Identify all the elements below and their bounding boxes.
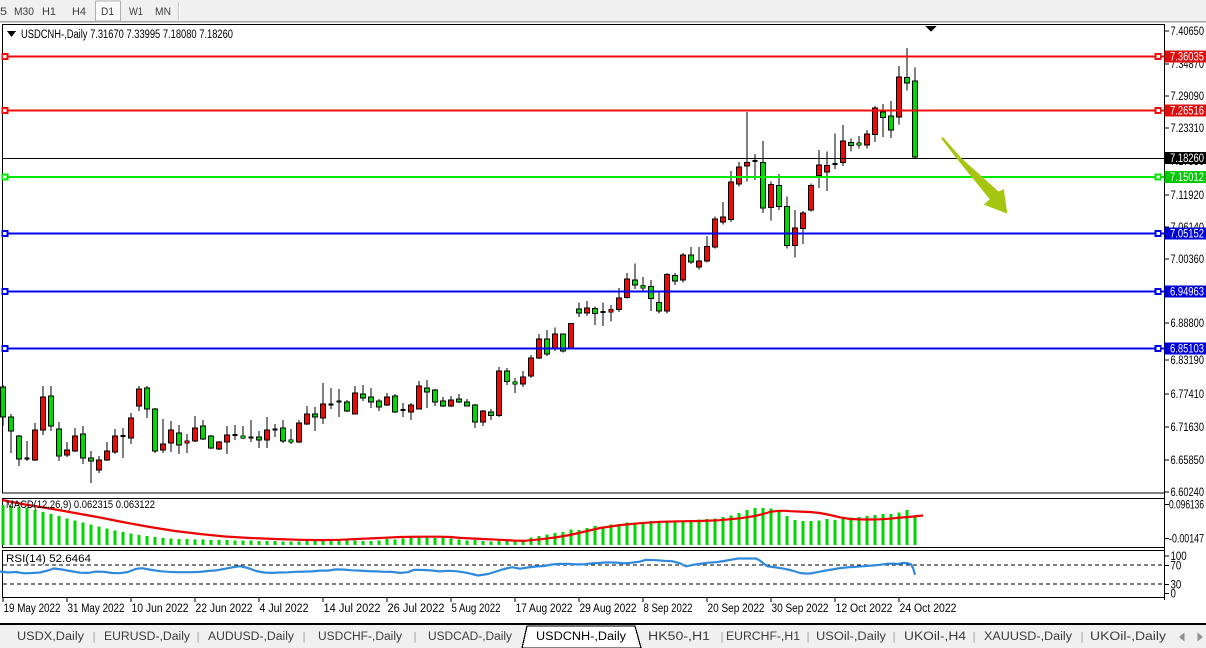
svg-text:H1: H1	[42, 6, 56, 18]
svg-text:7.40650: 7.40650	[1171, 26, 1205, 38]
svg-text:31 May 2022: 31 May 2022	[68, 603, 125, 615]
svg-text:100: 100	[1171, 551, 1187, 563]
svg-text:UKOil-,Daily: UKOil-,Daily	[1090, 631, 1166, 643]
svg-text:EURCHF-,H1: EURCHF-,H1	[726, 631, 800, 643]
svg-text:H4: H4	[72, 6, 86, 18]
svg-text:7.23310: 7.23310	[1171, 123, 1205, 135]
svg-text:7.29090: 7.29090	[1171, 91, 1205, 103]
svg-text:|: |	[93, 631, 96, 643]
svg-text:6.60240: 6.60240	[1171, 487, 1205, 499]
svg-text:7.36035: 7.36035	[1170, 52, 1204, 64]
svg-text:USDCAD-,Daily: USDCAD-,Daily	[428, 631, 512, 643]
svg-text:5: 5	[0, 6, 7, 18]
svg-text:USDCNH-,Daily 7.31670 7.33995: USDCNH-,Daily 7.31670 7.33995 7.18080 7.…	[21, 29, 233, 41]
svg-text:W1: W1	[129, 6, 143, 18]
svg-text:|: |	[973, 631, 976, 643]
svg-text:12 Oct 2022: 12 Oct 2022	[836, 603, 893, 615]
svg-text:0: 0	[1171, 589, 1176, 601]
svg-text:7.18260: 7.18260	[1170, 153, 1204, 165]
svg-text:MACD(12,26,9) 0.062315 0.06312: MACD(12,26,9) 0.062315 0.063122	[6, 499, 155, 511]
svg-text:0.096136: 0.096136	[1169, 500, 1204, 512]
svg-text:20 Sep 2022: 20 Sep 2022	[708, 603, 765, 615]
svg-text:|: |	[893, 631, 896, 643]
svg-text:6.77410: 6.77410	[1171, 389, 1205, 401]
svg-text:M30: M30	[14, 6, 34, 18]
svg-text:26 Jul 2022: 26 Jul 2022	[388, 603, 445, 615]
svg-text:10 Jun 2022: 10 Jun 2022	[132, 603, 189, 615]
svg-text:UKOil-,H4: UKOil-,H4	[904, 631, 967, 643]
svg-text:-0.00147: -0.00147	[1169, 534, 1204, 546]
svg-text:29 Aug 2022: 29 Aug 2022	[580, 603, 637, 615]
svg-text:USDX,Daily: USDX,Daily	[17, 631, 84, 643]
svg-text:EURUSD-,Daily: EURUSD-,Daily	[104, 631, 190, 643]
svg-text:AUDUSD-,Daily: AUDUSD-,Daily	[208, 631, 294, 643]
svg-text:|: |	[1081, 631, 1084, 643]
svg-text:6.94963: 6.94963	[1170, 287, 1204, 299]
svg-text:USDCNH-,Daily: USDCNH-,Daily	[536, 631, 626, 643]
svg-text:30 Sep 2022: 30 Sep 2022	[772, 603, 829, 615]
svg-text:6.85103: 6.85103	[1170, 344, 1204, 356]
svg-text:MN: MN	[155, 6, 171, 18]
svg-text:XAUUSD-,Daily: XAUUSD-,Daily	[984, 631, 1072, 643]
svg-text:7.15012: 7.15012	[1170, 172, 1204, 184]
svg-text:6.83190: 6.83190	[1171, 355, 1205, 367]
svg-text:30: 30	[1171, 580, 1182, 592]
svg-text:|: |	[197, 631, 200, 643]
svg-text:8 Sep 2022: 8 Sep 2022	[644, 603, 693, 615]
svg-text:7.11920: 7.11920	[1171, 190, 1205, 202]
svg-text:|: |	[807, 631, 810, 643]
svg-text:7.26516: 7.26516	[1170, 106, 1204, 118]
svg-text:6.65850: 6.65850	[1171, 455, 1205, 467]
svg-text:14 Jul 2022: 14 Jul 2022	[324, 603, 381, 615]
svg-text:19 May 2022: 19 May 2022	[4, 603, 61, 615]
svg-text:USDCHF-,Daily: USDCHF-,Daily	[318, 631, 402, 643]
svg-text:USOil-,Daily: USOil-,Daily	[816, 631, 886, 643]
svg-text:|: |	[303, 631, 306, 643]
svg-text:7.05152: 7.05152	[1170, 229, 1204, 241]
svg-text:24 Oct 2022: 24 Oct 2022	[900, 603, 957, 615]
svg-text:4 Jul 2022: 4 Jul 2022	[260, 603, 309, 615]
svg-text:6.88800: 6.88800	[1171, 318, 1205, 330]
svg-text:22 Jun 2022: 22 Jun 2022	[196, 603, 253, 615]
svg-text:RSI(14) 52.6464: RSI(14) 52.6464	[6, 553, 91, 565]
svg-text:17 Aug 2022: 17 Aug 2022	[516, 603, 573, 615]
svg-text:6.71630: 6.71630	[1171, 422, 1205, 434]
svg-text:|: |	[414, 631, 417, 643]
svg-text:D1: D1	[101, 6, 114, 18]
svg-text:HK50-,H1: HK50-,H1	[648, 631, 710, 643]
svg-text:70: 70	[1171, 561, 1182, 573]
svg-text:|: |	[721, 631, 724, 643]
svg-text:5 Aug 2022: 5 Aug 2022	[452, 603, 501, 615]
svg-text:7.00360: 7.00360	[1171, 254, 1205, 266]
